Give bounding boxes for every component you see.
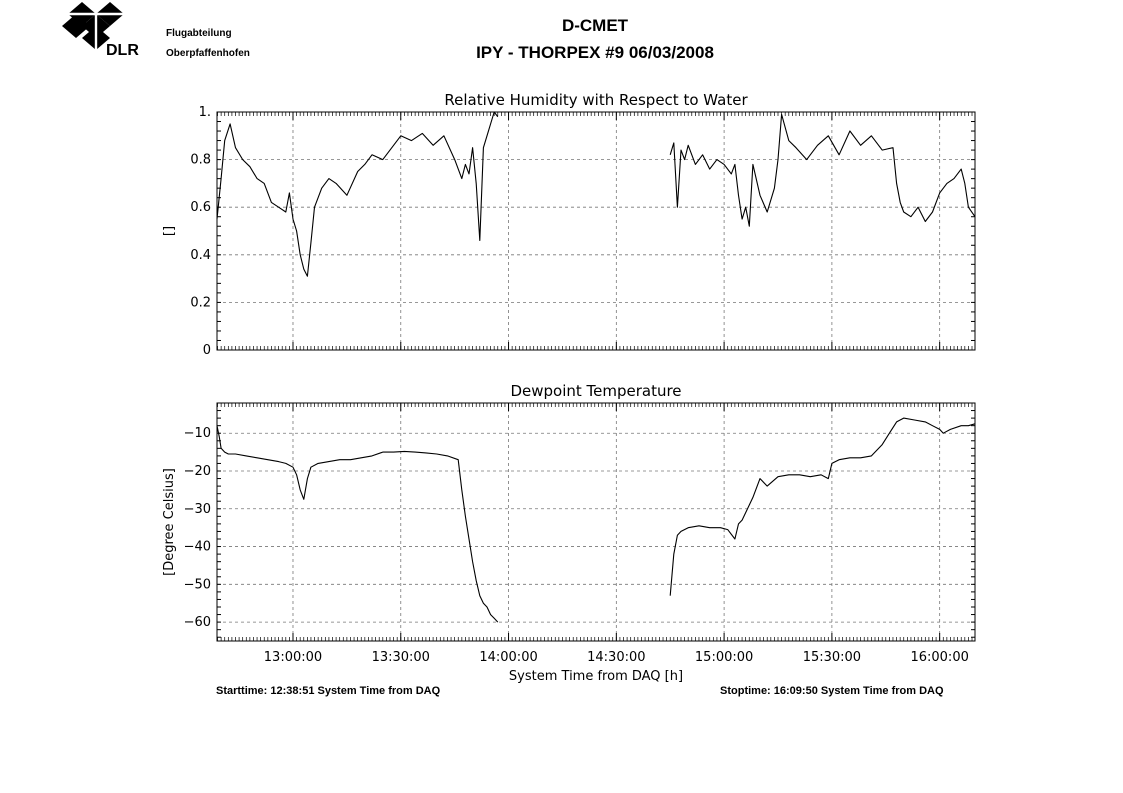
y-tick-label: 0.4 [190,248,211,263]
y-tick-label: 0.2 [190,295,211,310]
stoptime-label: Stoptime: 16:09:50 System Time from DAQ [720,685,944,697]
y-axis-label: [Degree Celsius] [162,468,177,576]
dlr-logo-text: DLR [106,42,139,59]
y-tick-label: −50 [184,577,211,592]
starttime-label: Starttime: 12:38:51 System Time from DAQ [216,685,441,697]
series-line [216,425,499,623]
org-line-2: Oberpfaffenhofen [166,48,250,59]
x-axis-label: System Time from DAQ [h] [509,669,683,684]
chart-title: Relative Humidity with Respect to Water [444,91,748,109]
y-tick-label: −60 [184,615,211,630]
page-title: D-CMET [561,16,629,35]
y-tick-label: −20 [184,464,211,479]
x-tick-label: 15:30:00 [803,650,861,665]
y-tick-label: −10 [184,426,211,441]
y-tick-label: 0.6 [190,200,211,215]
humidity-chart: 0 0.2 0.4 0.6 0.8 1. Relative Humidity with Re… [162,91,976,358]
dlr-logo [62,0,142,59]
plot-frame [216,111,976,351]
y-tick-label: −30 [184,502,211,517]
x-tick-label: 15:00:00 [695,650,753,665]
x-tick-label: 14:30:00 [587,650,645,665]
series-line [669,113,976,227]
y-tick-label: 1. [199,105,211,120]
x-tick-label: 13:00:00 [264,650,322,665]
chart-title: Dewpoint Temperature [510,382,681,400]
plot-frame [216,402,976,642]
y-tick-label: −40 [184,540,211,555]
x-tick-label: 16:00:00 [910,650,968,665]
series-line [669,417,976,596]
dewpoint-chart: −60 −50 −40 −30 −20 −10 13:00:00 13:30:00 14:00:… [162,382,976,684]
x-tick-label: 14:00:00 [479,650,537,665]
x-tick-label: 13:30:00 [372,650,430,665]
org-line-1: Flugabteilung [166,28,232,39]
series-line [216,111,499,277]
page-subtitle: IPY - THORPEX #9 06/03/2008 [476,43,714,62]
y-tick-label: 0.8 [190,153,211,168]
y-tick-label: 0 [203,343,211,358]
y-axis-label: [] [162,226,177,236]
